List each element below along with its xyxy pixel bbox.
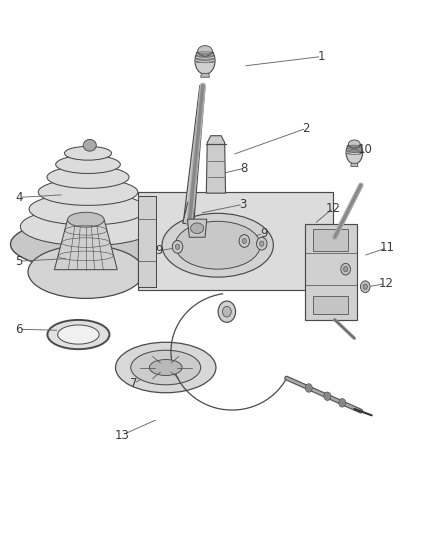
Ellipse shape <box>67 212 104 227</box>
Text: 2: 2 <box>303 122 310 135</box>
Ellipse shape <box>198 46 212 56</box>
Circle shape <box>324 392 331 400</box>
Ellipse shape <box>58 325 99 344</box>
Ellipse shape <box>56 156 120 173</box>
Text: 7: 7 <box>130 377 138 390</box>
Ellipse shape <box>64 147 112 160</box>
Polygon shape <box>138 196 155 287</box>
Circle shape <box>360 281 370 293</box>
Ellipse shape <box>28 245 144 298</box>
Circle shape <box>339 399 346 407</box>
Text: 13: 13 <box>115 429 130 441</box>
Circle shape <box>172 240 183 253</box>
Polygon shape <box>183 85 205 225</box>
Ellipse shape <box>29 193 147 225</box>
Ellipse shape <box>195 47 215 74</box>
Ellipse shape <box>20 207 155 246</box>
Ellipse shape <box>47 320 110 349</box>
Ellipse shape <box>131 350 201 385</box>
Polygon shape <box>201 74 209 77</box>
Polygon shape <box>305 224 357 320</box>
Ellipse shape <box>47 166 129 188</box>
Polygon shape <box>183 203 194 225</box>
Ellipse shape <box>116 342 216 393</box>
Ellipse shape <box>11 219 166 269</box>
Ellipse shape <box>175 221 260 269</box>
Circle shape <box>223 306 231 317</box>
Circle shape <box>175 244 180 249</box>
Circle shape <box>305 384 312 392</box>
Circle shape <box>260 241 264 246</box>
Circle shape <box>363 284 367 289</box>
Text: 6: 6 <box>15 322 23 336</box>
Circle shape <box>242 238 247 244</box>
Ellipse shape <box>83 140 96 151</box>
Text: 12: 12 <box>378 277 393 290</box>
Text: 9: 9 <box>155 244 163 257</box>
Circle shape <box>218 301 236 322</box>
Polygon shape <box>313 229 348 251</box>
Polygon shape <box>54 220 117 270</box>
Polygon shape <box>313 296 348 314</box>
Polygon shape <box>206 136 226 193</box>
Polygon shape <box>351 163 358 166</box>
Ellipse shape <box>162 213 273 277</box>
Circle shape <box>239 235 250 247</box>
Polygon shape <box>187 219 207 237</box>
Ellipse shape <box>348 140 360 149</box>
Circle shape <box>343 266 348 272</box>
Text: 9: 9 <box>260 227 267 240</box>
Ellipse shape <box>191 223 204 233</box>
Text: 5: 5 <box>15 255 23 268</box>
Polygon shape <box>138 192 332 290</box>
Circle shape <box>341 263 350 275</box>
Text: 12: 12 <box>326 201 341 214</box>
Text: 4: 4 <box>15 191 23 204</box>
Circle shape <box>257 237 267 250</box>
Text: 8: 8 <box>240 161 248 175</box>
Text: 10: 10 <box>358 143 373 156</box>
Text: 1: 1 <box>318 50 325 63</box>
Text: 3: 3 <box>239 198 247 211</box>
Text: 11: 11 <box>380 241 395 254</box>
Ellipse shape <box>149 360 182 375</box>
Ellipse shape <box>38 179 138 205</box>
Ellipse shape <box>346 141 363 164</box>
